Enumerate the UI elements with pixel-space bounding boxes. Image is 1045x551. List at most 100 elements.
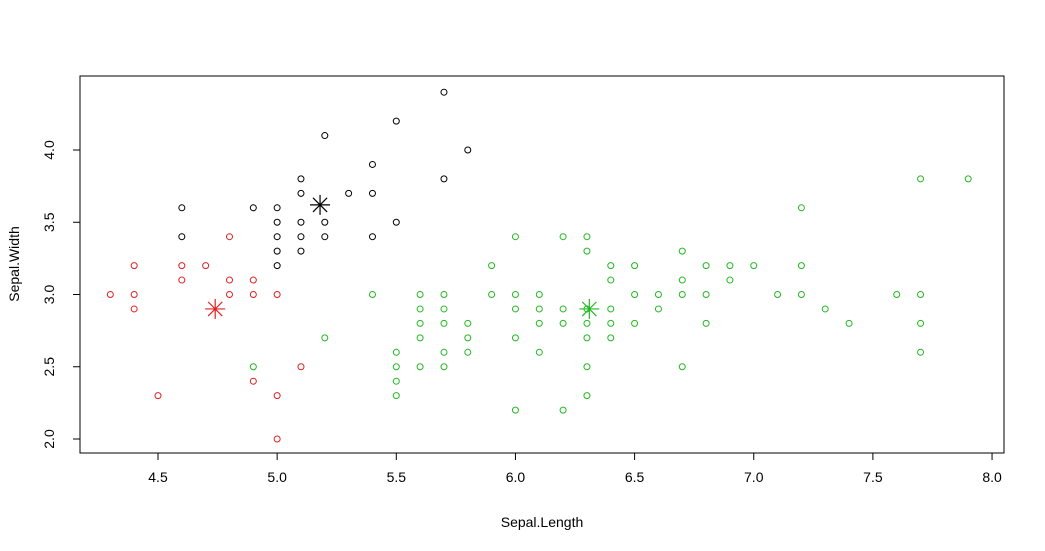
data-point xyxy=(273,392,281,400)
data-point xyxy=(774,291,782,298)
x-tick-label: 7.0 xyxy=(744,469,764,485)
data-point xyxy=(654,291,662,298)
data-point xyxy=(249,291,257,298)
data-point xyxy=(631,319,639,327)
x-tick-label: 6.5 xyxy=(625,469,645,485)
data-point xyxy=(297,218,305,226)
data-point xyxy=(583,392,591,400)
data-point xyxy=(917,291,925,298)
data-point xyxy=(249,204,257,212)
data-point xyxy=(178,262,186,270)
data-points xyxy=(106,88,972,443)
data-point xyxy=(654,305,662,313)
plot-box xyxy=(79,75,1005,454)
cluster-1-centroid-marker xyxy=(310,194,331,215)
data-point xyxy=(440,291,448,298)
data-point xyxy=(368,189,376,197)
data-point xyxy=(535,319,543,327)
data-point xyxy=(321,218,329,226)
data-point xyxy=(464,319,472,327)
x-axis-label: Sepal.Length xyxy=(501,514,584,530)
data-point xyxy=(440,305,448,313)
data-point xyxy=(797,291,805,298)
data-point xyxy=(797,204,805,212)
data-point xyxy=(440,175,448,183)
data-point xyxy=(440,319,448,327)
data-point xyxy=(678,276,686,284)
data-point xyxy=(678,247,686,255)
data-point xyxy=(559,406,567,414)
data-point xyxy=(631,262,639,270)
data-point xyxy=(797,262,805,270)
data-point xyxy=(392,377,400,385)
y-tick-label: 2.0 xyxy=(41,429,57,449)
data-point xyxy=(416,319,424,327)
data-point xyxy=(607,334,615,342)
data-point xyxy=(511,406,519,414)
data-point xyxy=(631,291,639,298)
data-point xyxy=(130,291,138,298)
data-point xyxy=(964,175,972,183)
data-point xyxy=(225,233,233,241)
data-point xyxy=(416,334,424,342)
data-point xyxy=(321,132,329,140)
data-point xyxy=(297,233,305,241)
data-point xyxy=(273,204,281,212)
data-point xyxy=(702,319,710,327)
data-point xyxy=(583,319,591,327)
data-point xyxy=(392,348,400,356)
y-tick-label: 3.0 xyxy=(41,285,57,305)
data-point xyxy=(416,363,424,371)
data-point xyxy=(440,363,448,371)
data-point xyxy=(106,291,114,298)
data-point xyxy=(297,175,305,183)
y-tick-label: 3.5 xyxy=(41,212,57,232)
x-tick-label: 6.0 xyxy=(506,469,526,485)
data-point xyxy=(559,319,567,327)
data-point xyxy=(225,291,233,298)
data-point xyxy=(178,233,186,241)
cluster-3-points xyxy=(249,175,972,414)
data-point xyxy=(702,291,710,298)
data-point xyxy=(297,363,305,371)
y-tick-label: 2.5 xyxy=(41,357,57,377)
data-point xyxy=(535,305,543,313)
data-point xyxy=(297,247,305,255)
data-point xyxy=(440,88,448,96)
data-point xyxy=(607,276,615,284)
data-point xyxy=(464,348,472,356)
data-point xyxy=(559,305,567,313)
data-point xyxy=(130,305,138,313)
data-point xyxy=(583,363,591,371)
data-point xyxy=(583,247,591,255)
y-tick-label: 4.0 xyxy=(41,140,57,160)
data-point xyxy=(726,262,734,270)
data-point xyxy=(273,247,281,255)
data-point xyxy=(511,305,519,313)
data-point xyxy=(440,348,448,356)
x-tick-label: 5.5 xyxy=(387,469,407,485)
data-point xyxy=(345,189,353,197)
cluster-1-points xyxy=(178,88,472,270)
data-point xyxy=(368,160,376,168)
x-tick-label: 8.0 xyxy=(982,469,1002,485)
data-point xyxy=(702,262,710,270)
data-point xyxy=(273,291,281,298)
data-point xyxy=(488,291,496,298)
data-point xyxy=(678,291,686,298)
data-point xyxy=(225,276,233,284)
data-point xyxy=(249,377,257,385)
data-point xyxy=(511,334,519,342)
data-point xyxy=(321,334,329,342)
data-point xyxy=(750,262,758,270)
data-point xyxy=(273,233,281,241)
x-tick-label: 5.0 xyxy=(267,469,287,485)
data-point xyxy=(392,392,400,400)
data-point xyxy=(154,392,162,400)
data-point xyxy=(321,233,329,241)
cluster-3-centroid-marker xyxy=(579,298,600,319)
data-point xyxy=(464,334,472,342)
data-point xyxy=(178,204,186,212)
data-point xyxy=(368,233,376,241)
